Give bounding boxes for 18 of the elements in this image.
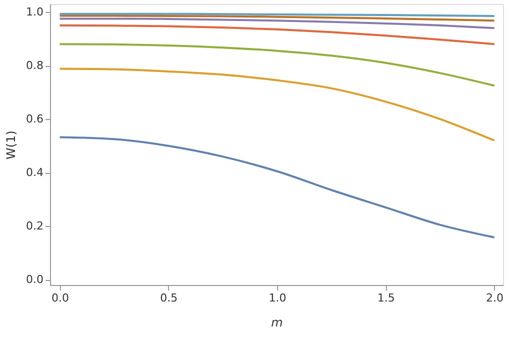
- y-tick-label: 0.8: [26, 59, 44, 72]
- line-series: [58, 24, 496, 46]
- x-tick-label: 0.0: [52, 292, 70, 304]
- x-tick-label: 2.0: [486, 292, 504, 304]
- x-axis-title: m: [271, 316, 283, 330]
- y-axis-title: W(1): [4, 130, 18, 160]
- y-tick-label: 0.2: [26, 220, 44, 233]
- x-tick-label: 1.5: [377, 292, 395, 304]
- y-tick-label: 0.4: [26, 166, 44, 180]
- line-series: [58, 136, 496, 238]
- line-series: [58, 18, 496, 30]
- line-series: [58, 68, 496, 142]
- x-tick-label: 1.0: [268, 292, 286, 304]
- line-series: [58, 43, 496, 87]
- y-tick-label: 1.0: [26, 6, 44, 19]
- y-tick-label: 0.0: [26, 273, 44, 286]
- x-tick-label: 0.5: [160, 292, 178, 304]
- y-tick-label: 0.6: [26, 112, 44, 126]
